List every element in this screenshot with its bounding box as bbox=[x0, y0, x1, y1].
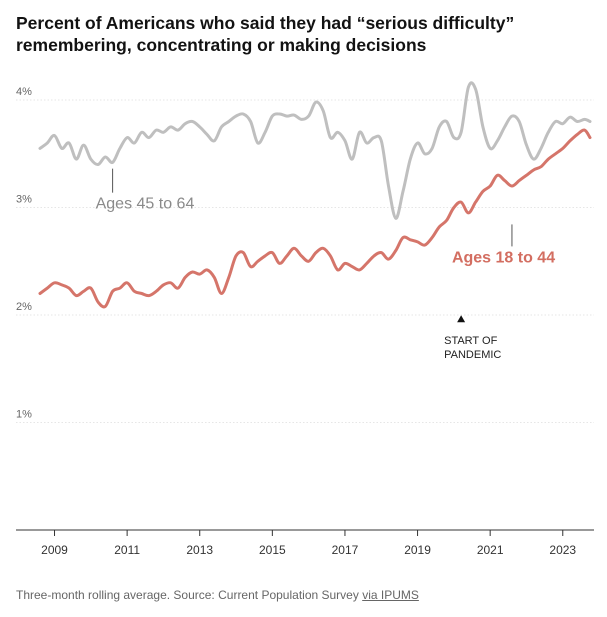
x-axis: 2009 2011 2013 2015 2017 2019 2021 2023 bbox=[16, 529, 594, 557]
y-axis-tick-labels: 1% 2% 3% 4% bbox=[16, 86, 32, 421]
y-tick-label: 4% bbox=[16, 86, 32, 98]
x-tick-label: 2019 bbox=[404, 543, 431, 557]
x-tick-label: 2017 bbox=[332, 543, 359, 557]
x-tick-label: 2011 bbox=[114, 543, 140, 557]
y-tick-label: 1% bbox=[16, 409, 32, 421]
series-lines bbox=[38, 81, 592, 309]
series-line-ages-45-to-64 bbox=[38, 81, 592, 220]
source-note: Three-month rolling average. Source: Cur… bbox=[16, 588, 419, 602]
series-label-ages-18-to-44: Ages 18 to 44 bbox=[452, 249, 555, 266]
x-tick-label: 2009 bbox=[41, 543, 68, 557]
annotations: Ages 45 to 64 Ages 18 to 44 START OF PANDEM… bbox=[96, 168, 555, 361]
pandemic-marker-triangle bbox=[457, 315, 466, 323]
y-tick-label: 3% bbox=[16, 194, 32, 206]
x-tick-label: 2013 bbox=[186, 543, 213, 557]
pandemic-label: START OF PANDEMIC bbox=[444, 335, 501, 361]
chart-title: Percent of Americans who said they had “… bbox=[16, 13, 515, 55]
x-tick-label: 2023 bbox=[549, 543, 576, 557]
ipums-link[interactable]: via IPUMS bbox=[362, 588, 419, 602]
series-label-ages-45-to-64: Ages 45 to 64 bbox=[96, 196, 195, 213]
series-line-ages-18-to-44 bbox=[38, 128, 592, 309]
y-tick-label: 2% bbox=[16, 301, 32, 313]
source-text: Three-month rolling average. Source: Cur… bbox=[16, 588, 363, 602]
x-tick-label: 2015 bbox=[259, 543, 286, 557]
pandemic-label-line-2: PANDEMIC bbox=[444, 349, 501, 361]
x-tick-label: 2021 bbox=[477, 543, 504, 557]
pandemic-label-line-1: START OF bbox=[444, 335, 497, 347]
